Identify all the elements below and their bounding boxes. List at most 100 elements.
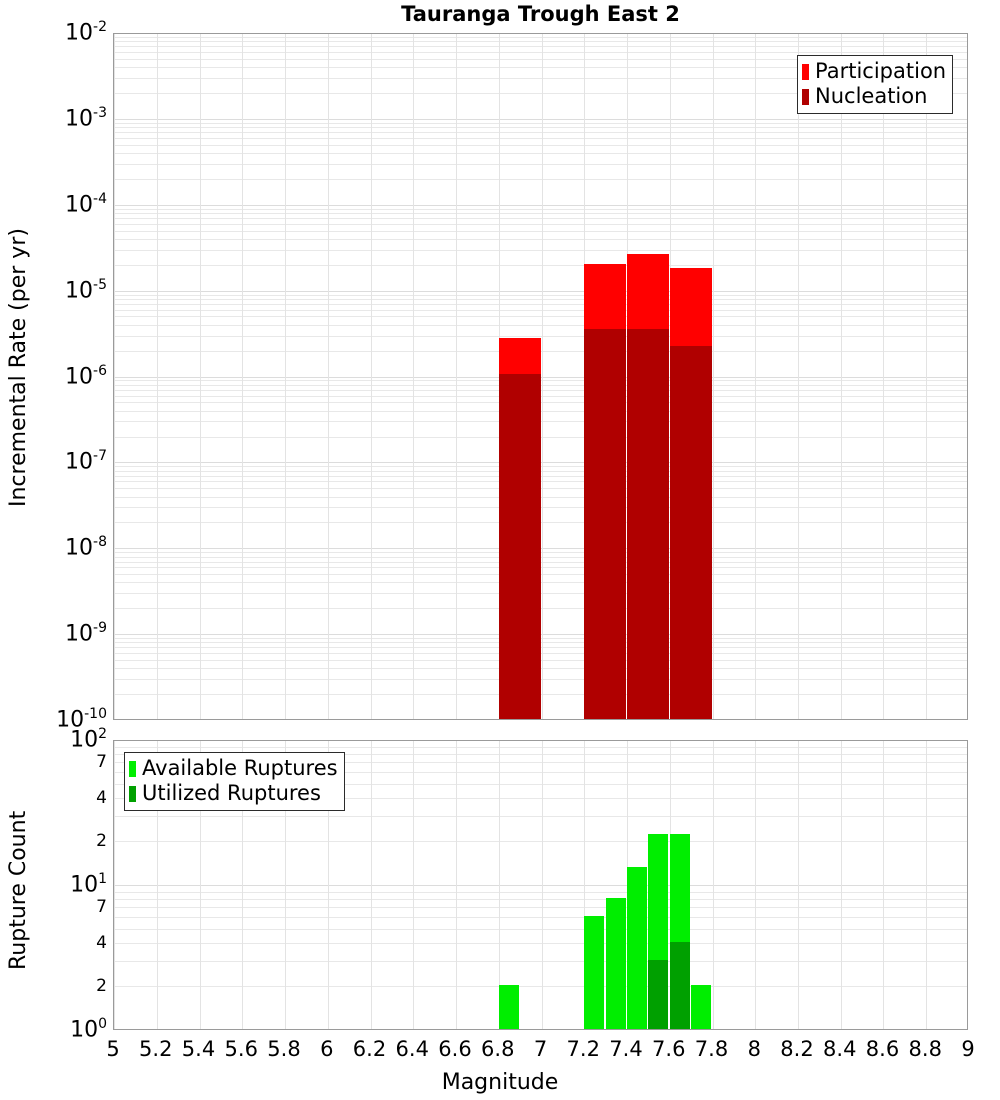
bar <box>499 741 519 1029</box>
gridline-horizontal <box>114 46 967 48</box>
bar <box>670 741 690 1029</box>
y-tick-label: 10-2 <box>65 19 107 46</box>
bar-segment-nucleation <box>584 328 626 719</box>
bar <box>499 34 541 719</box>
y-tick-label: 101 <box>70 871 107 898</box>
available-ruptures-swatch-icon <box>129 760 136 777</box>
gridline-vertical <box>371 34 372 719</box>
gridline-vertical <box>328 34 329 719</box>
gridline-vertical <box>285 34 286 719</box>
gridline-vertical <box>285 741 286 1029</box>
gridline-vertical <box>242 34 243 719</box>
legend-item-participation[interactable]: Participation <box>802 59 946 84</box>
gridline-horizontal <box>114 122 967 124</box>
gridline-horizontal <box>114 132 967 134</box>
gridline-vertical <box>584 741 585 1029</box>
x-tick-label: 5.8 <box>267 1037 301 1061</box>
gridline-vertical <box>157 34 158 719</box>
bar-segment-available-ruptures <box>606 898 626 1029</box>
gridline-horizontal <box>114 885 967 886</box>
gridline-horizontal <box>114 309 967 311</box>
x-tick-label: 8.6 <box>865 1037 900 1061</box>
gridline-vertical <box>841 741 842 1029</box>
gridline-horizontal <box>114 783 967 785</box>
gridline-vertical <box>114 34 115 719</box>
gridline-horizontal <box>114 249 967 251</box>
bar <box>584 741 604 1029</box>
x-tick-label: 6.8 <box>481 1037 515 1061</box>
x-tick-label: 5.2 <box>139 1037 173 1061</box>
gridline-horizontal <box>114 127 967 129</box>
x-tick-label: 6 <box>320 1037 334 1061</box>
gridline-horizontal <box>114 264 967 266</box>
gridline-vertical <box>200 34 201 719</box>
gridline-horizontal <box>114 163 967 165</box>
y-tick-label: 10-10 <box>56 706 107 733</box>
y-tick-label: 10-5 <box>65 276 107 304</box>
gridline-horizontal <box>114 797 967 799</box>
y-tick-label: 10-4 <box>65 190 107 218</box>
x-tick-label: 5.6 <box>224 1037 258 1061</box>
y-minor-tick-label: 4 <box>96 787 107 808</box>
gridline-horizontal <box>114 841 967 843</box>
gridline-horizontal <box>114 746 967 748</box>
x-tick-label: 6.4 <box>395 1037 429 1061</box>
gridline-horizontal <box>114 316 967 318</box>
page-title: Tauranga Trough East 2 <box>401 2 680 26</box>
x-tick-label: 7.8 <box>694 1037 729 1061</box>
x-tick-label: 8 <box>747 1037 761 1061</box>
x-tick-label: 7 <box>533 1037 548 1061</box>
bar <box>584 34 626 719</box>
gridline-vertical <box>798 34 799 719</box>
x-tick-label: 7.4 <box>609 1037 643 1061</box>
gridline-horizontal <box>114 93 967 95</box>
bar <box>670 34 712 719</box>
y-minor-tick-label: 7 <box>96 897 107 918</box>
x-tick-label: 8.8 <box>908 1037 942 1061</box>
gridline-horizontal <box>114 891 967 893</box>
y-minor-tick-label: 7 <box>96 752 107 773</box>
y-minor-tick-label: 2 <box>96 976 107 997</box>
x-tick-label: 5.4 <box>181 1037 216 1061</box>
gridline-vertical <box>371 741 372 1029</box>
gridline-vertical <box>798 741 799 1029</box>
gridline-horizontal <box>114 178 967 180</box>
gridline-horizontal <box>114 41 967 43</box>
gridline-vertical <box>499 741 500 1029</box>
legend-item-nucleation[interactable]: Nucleation <box>802 84 946 109</box>
gridline-horizontal <box>114 67 967 69</box>
gridline-vertical <box>328 741 329 1029</box>
gridline-vertical <box>883 741 884 1029</box>
gridline-vertical <box>413 34 414 719</box>
legend-item-utilized-ruptures[interactable]: Utilized Ruptures <box>129 781 338 806</box>
bar <box>627 741 647 1029</box>
bar-segment-available-ruptures <box>627 867 647 1029</box>
gridline-horizontal <box>114 815 967 817</box>
y-minor-tick-label: 2 <box>96 831 107 852</box>
nucleation-swatch-icon <box>802 88 809 105</box>
x-tick-label: 9 <box>961 1037 975 1061</box>
bottom-gridlines <box>114 741 967 1029</box>
x-tick-label: 8.2 <box>780 1037 814 1061</box>
bar-segment-utilized-ruptures <box>648 959 668 1029</box>
gridline-horizontal <box>114 137 967 139</box>
bar <box>542 741 562 1029</box>
bar-segment-available-ruptures <box>691 985 711 1029</box>
y-tick-label: 10-7 <box>65 448 107 475</box>
gridline-vertical <box>542 34 543 719</box>
legend-item-available-ruptures[interactable]: Available Ruptures <box>129 756 338 781</box>
gridline-horizontal <box>114 298 967 300</box>
gridline-vertical <box>755 741 756 1029</box>
gridline-horizontal <box>114 324 967 326</box>
gridline-vertical <box>883 34 884 719</box>
gridline-vertical <box>926 34 927 719</box>
gridline-horizontal <box>114 754 967 756</box>
legend-label-utilized-ruptures: Utilized Ruptures <box>142 781 321 805</box>
gridline-horizontal <box>114 899 967 901</box>
gridline-horizontal <box>114 942 967 944</box>
x-tick-label: 8.4 <box>823 1037 857 1061</box>
y-minor-tick-label: 4 <box>96 932 107 953</box>
gridline-horizontal <box>114 928 967 930</box>
gridline-horizontal <box>114 907 967 909</box>
gridline-vertical <box>926 741 927 1029</box>
